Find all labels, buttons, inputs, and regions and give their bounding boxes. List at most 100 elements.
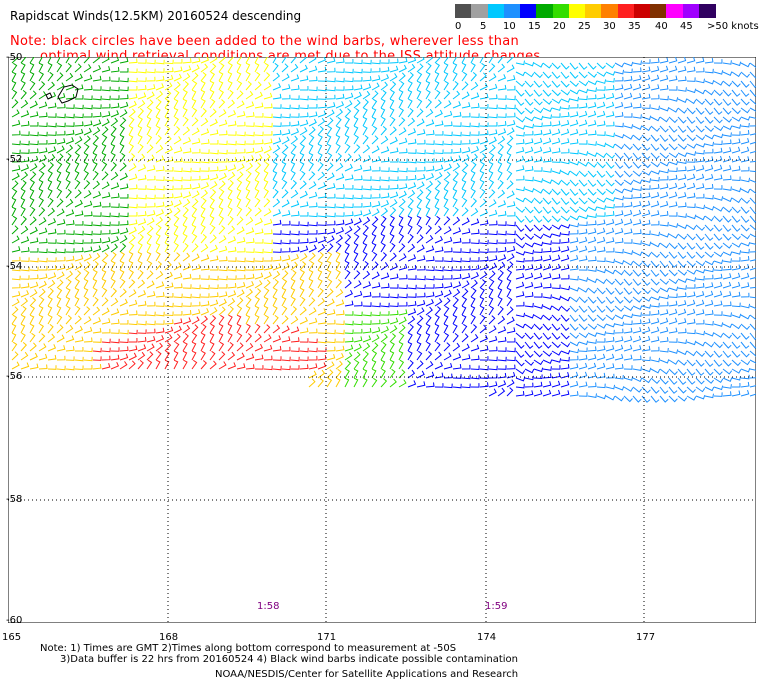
wind-barb bbox=[272, 296, 278, 307]
wind-barb bbox=[623, 376, 634, 381]
wind-barb bbox=[659, 377, 669, 385]
wind-barb bbox=[470, 103, 480, 109]
wind-barb bbox=[38, 333, 46, 343]
wind-barb bbox=[443, 57, 450, 64]
wind-barb bbox=[605, 296, 615, 305]
wind-barb bbox=[47, 228, 57, 235]
wind-barb bbox=[119, 298, 128, 307]
wind-barb bbox=[371, 135, 379, 145]
wind-barb bbox=[245, 57, 251, 64]
wind-barb bbox=[371, 251, 378, 262]
wind-barb bbox=[425, 306, 433, 316]
wind-barb bbox=[732, 382, 741, 388]
wind-barb bbox=[695, 394, 706, 400]
wind-barb bbox=[542, 224, 552, 231]
wind-barb bbox=[632, 75, 642, 82]
wind-barb bbox=[227, 306, 234, 316]
wind-barb bbox=[740, 122, 750, 128]
wind-barb bbox=[668, 308, 678, 316]
wind-barb bbox=[92, 252, 101, 262]
wind-barb bbox=[461, 139, 471, 145]
wind-barb bbox=[479, 256, 489, 262]
wind-barb bbox=[416, 323, 423, 334]
wind-barb bbox=[371, 334, 380, 343]
wind-barb bbox=[362, 209, 372, 217]
wind-barb bbox=[20, 257, 30, 262]
wind-barb bbox=[236, 71, 242, 82]
wind-barb bbox=[11, 149, 21, 155]
wind-barb bbox=[479, 113, 489, 119]
wind-barb bbox=[146, 175, 156, 181]
wind-barb bbox=[344, 194, 354, 200]
wind-barb bbox=[299, 127, 308, 136]
wind-barb bbox=[380, 135, 389, 145]
wind-barb bbox=[362, 251, 368, 262]
wind-barb bbox=[101, 287, 108, 298]
wind-barb bbox=[596, 305, 606, 313]
lon-label: 165 bbox=[2, 632, 22, 643]
wind-barb bbox=[713, 133, 724, 139]
wind-barb bbox=[83, 211, 93, 217]
wind-barb bbox=[560, 159, 570, 165]
wind-barb bbox=[506, 306, 514, 316]
wind-barb bbox=[344, 337, 354, 343]
wind-barb bbox=[110, 77, 120, 82]
wind-barb bbox=[173, 233, 179, 244]
wind-barb bbox=[551, 62, 561, 70]
wind-barb bbox=[11, 99, 19, 109]
wind-barb bbox=[380, 107, 386, 118]
wind-barb bbox=[587, 278, 598, 284]
wind-barb bbox=[218, 165, 228, 172]
wind-barb bbox=[659, 106, 670, 112]
wind-barb bbox=[290, 170, 296, 181]
wind-barb bbox=[218, 291, 228, 298]
wind-barb bbox=[497, 128, 507, 136]
wind-barb bbox=[272, 153, 279, 163]
wind-barb bbox=[290, 74, 300, 82]
wind-barb bbox=[551, 113, 561, 118]
wind-barb bbox=[56, 145, 65, 154]
wind-barb bbox=[479, 287, 485, 298]
wind-barb bbox=[749, 71, 756, 79]
wind-barb bbox=[587, 80, 598, 86]
wind-barb bbox=[20, 206, 26, 217]
wind-barb bbox=[119, 143, 125, 154]
wind-barb bbox=[695, 359, 705, 367]
wind-barb bbox=[551, 246, 561, 253]
wind-barb bbox=[722, 107, 732, 115]
wind-barb bbox=[461, 343, 470, 352]
wind-barb bbox=[29, 71, 35, 82]
wind-barb bbox=[443, 332, 450, 343]
wind-barb bbox=[659, 65, 669, 73]
wind-barb bbox=[722, 273, 732, 280]
wind-barb bbox=[65, 137, 75, 145]
wind-barb bbox=[155, 261, 163, 271]
wind-barb bbox=[560, 80, 570, 88]
wind-barb bbox=[11, 71, 17, 82]
wind-barb bbox=[677, 359, 687, 366]
wind-barb bbox=[200, 117, 209, 127]
wind-barb bbox=[461, 188, 467, 199]
wind-barb bbox=[488, 94, 498, 100]
wind-barb bbox=[596, 236, 606, 244]
wind-barb bbox=[452, 148, 462, 154]
wind-barb bbox=[191, 224, 197, 235]
wind-barb bbox=[470, 305, 476, 316]
wind-barb bbox=[677, 377, 687, 386]
wind-barb bbox=[236, 197, 242, 208]
wind-barb bbox=[120, 67, 129, 73]
wind-barb bbox=[650, 152, 660, 160]
wind-barb bbox=[38, 248, 48, 254]
wind-barb bbox=[308, 161, 314, 172]
wind-barb bbox=[542, 71, 552, 79]
wind-barb bbox=[452, 188, 458, 199]
wind-barb bbox=[56, 113, 66, 119]
wind-barb bbox=[110, 347, 120, 352]
wind-barb bbox=[335, 58, 345, 64]
wind-barb bbox=[110, 134, 116, 145]
wind-barb bbox=[353, 175, 363, 181]
wind-barb bbox=[623, 327, 633, 334]
wind-barb bbox=[704, 267, 715, 273]
wind-barb bbox=[281, 305, 288, 316]
wind-barb bbox=[713, 224, 723, 232]
